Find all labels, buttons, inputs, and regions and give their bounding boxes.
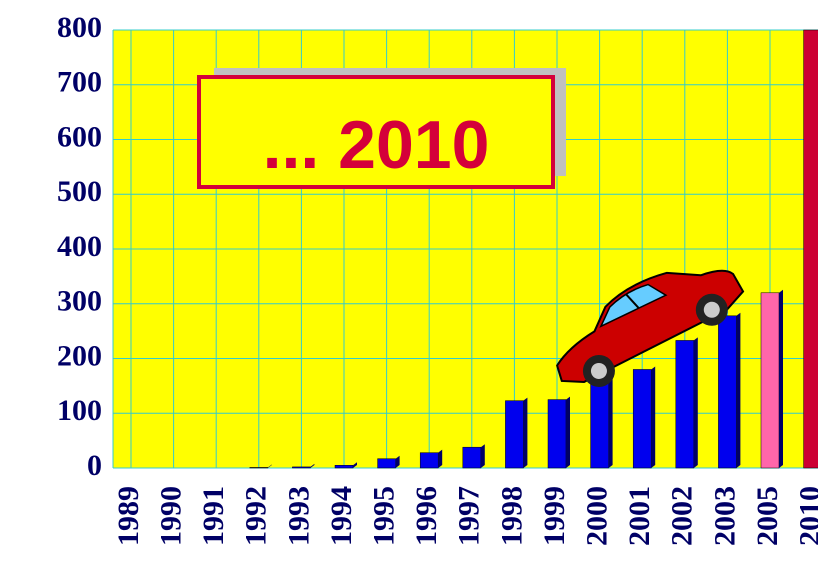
y-tick-label: 200: [57, 339, 102, 372]
x-tick-label: 1990: [154, 486, 187, 546]
bar: [419, 452, 439, 469]
bar-side: [779, 289, 783, 468]
x-tick-label: 2001: [623, 486, 656, 546]
bar-group: [632, 366, 656, 469]
x-tick-label: 1999: [538, 486, 571, 546]
bars: [140, 29, 818, 469]
bar-group: [803, 29, 818, 469]
x-tick-label: 1997: [453, 486, 486, 546]
x-tick-label: 1994: [325, 486, 358, 546]
annotation: ... 2010: [263, 107, 490, 183]
x-tick-label: 2010: [793, 486, 818, 546]
x-tick-label: 2000: [580, 486, 613, 546]
hub: [590, 362, 607, 379]
bar-group: [547, 396, 570, 469]
y-tick-label: 600: [57, 120, 102, 153]
x-tick-label: 2005: [751, 486, 784, 546]
bar: [462, 446, 482, 469]
bar: [377, 458, 396, 469]
bar-group: [718, 312, 741, 469]
bar-group: [419, 449, 443, 469]
bar-group: [462, 444, 485, 469]
bar-group: [292, 463, 315, 469]
bar: [249, 467, 269, 469]
bar: [803, 29, 818, 469]
bar: [334, 465, 354, 469]
x-tick-label: 2002: [666, 486, 699, 546]
bar-side: [438, 449, 443, 468]
bar-side: [693, 337, 698, 468]
car: [556, 269, 745, 387]
y-tick-label: 300: [57, 285, 102, 318]
bar-group: [334, 462, 357, 469]
bar-side: [353, 462, 357, 468]
bar-group: [760, 289, 783, 469]
car-window: [599, 283, 668, 328]
bar-side: [480, 444, 485, 468]
x-tick-label: 1995: [367, 486, 400, 546]
bar: [292, 466, 311, 469]
box: [197, 75, 555, 189]
x-tick-label: 1998: [495, 486, 528, 546]
bar-group: [249, 464, 272, 469]
bar-side: [395, 455, 400, 468]
y-tick-label: 100: [57, 394, 102, 427]
bar-group: [377, 455, 400, 469]
x-tick-label: 1992: [240, 486, 273, 546]
bar-group: [675, 337, 698, 469]
x-tick-label: 1996: [410, 486, 443, 546]
x-tick-label: 1991: [197, 486, 230, 546]
bar-side: [566, 396, 570, 468]
y-tick-label: 400: [57, 230, 102, 263]
bar-side: [608, 367, 613, 468]
bar: [675, 340, 695, 469]
hub: [703, 301, 720, 318]
bar: [547, 399, 567, 469]
y-tick-label: 800: [57, 11, 102, 44]
y-tick-label: 700: [57, 66, 102, 99]
bar-side: [523, 397, 528, 468]
x-tick-label: 1989: [112, 486, 145, 546]
y-tick-label: 500: [57, 175, 102, 208]
car-body: [556, 269, 745, 383]
bar-group: [590, 367, 613, 469]
bar: [505, 400, 524, 469]
bar: [760, 292, 780, 469]
car-pillar: [625, 293, 640, 309]
bar-side: [310, 463, 315, 468]
bar-side: [651, 366, 656, 468]
y-tick-label: 0: [87, 449, 102, 482]
bar-side: [267, 464, 272, 468]
bar-side: [736, 312, 741, 468]
bar: [632, 369, 652, 469]
x-tick-label: 1993: [282, 486, 315, 546]
bar: [718, 315, 737, 469]
annotation-box: ... 2010: [197, 68, 566, 189]
bar-group: [505, 397, 528, 469]
x-tick-label: 2003: [708, 486, 741, 546]
